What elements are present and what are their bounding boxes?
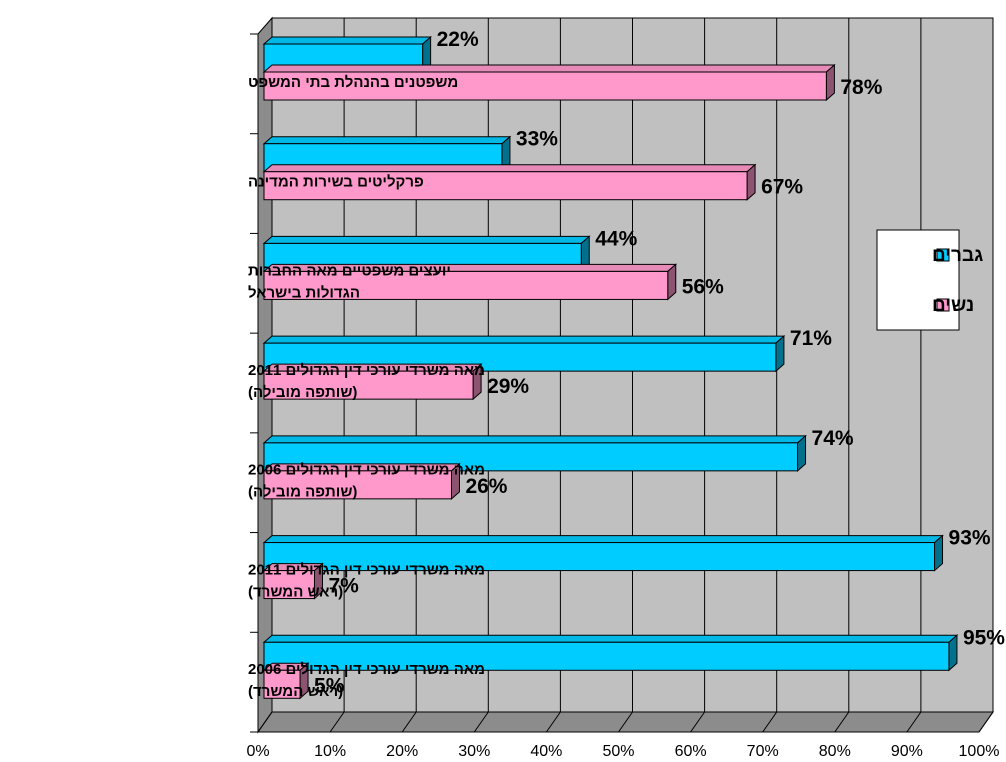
bar-women bbox=[262, 263, 678, 301]
data-label-women: 56% bbox=[682, 275, 724, 298]
floor-gridline bbox=[618, 711, 633, 733]
floor-gridline bbox=[473, 711, 489, 733]
bar-women bbox=[262, 662, 310, 700]
category-label: (שותפה מובילה) bbox=[248, 384, 357, 401]
bar-women bbox=[262, 163, 757, 201]
x-tick-label: 30% bbox=[458, 743, 490, 760]
legend-swatch bbox=[936, 248, 950, 262]
data-label-women: 7% bbox=[328, 575, 359, 598]
category-label: (ראש המשרד) bbox=[248, 683, 343, 700]
category-label: יועצים משפטיים מאה החברות bbox=[248, 262, 451, 279]
x-tick-label: 70% bbox=[747, 743, 779, 760]
bar-top-face bbox=[262, 136, 512, 145]
category-label: משפטנים בהנהלת בתי המשפט bbox=[248, 74, 458, 91]
bar-top-face bbox=[262, 335, 786, 344]
legend-swatch bbox=[936, 298, 950, 312]
category-label: מאה משרדי עורכי דין הגדולים 2011 bbox=[248, 561, 485, 578]
floor-gridline bbox=[329, 711, 345, 733]
bar-women bbox=[262, 562, 324, 600]
bar-front-face bbox=[263, 171, 748, 201]
bar-front-face bbox=[263, 641, 950, 671]
bar-women bbox=[262, 363, 483, 401]
bar-front-face bbox=[263, 669, 301, 699]
bar-front-face bbox=[263, 470, 452, 500]
x-tick-label: 80% bbox=[819, 743, 851, 760]
bar-men bbox=[262, 534, 944, 572]
floor-gridline bbox=[690, 711, 706, 733]
category-label: מאה משרדי עורכי דין הגדולים 2006 bbox=[248, 462, 485, 479]
x-tick-label: 90% bbox=[891, 743, 923, 760]
x-tick-label: 40% bbox=[530, 743, 562, 760]
x-tick-label: 10% bbox=[314, 743, 346, 760]
x-tick-label: 0% bbox=[246, 743, 269, 760]
x-tick-label: 100% bbox=[959, 743, 1000, 760]
bar-front-face bbox=[263, 370, 474, 400]
data-label-men: 33% bbox=[516, 128, 558, 151]
floor-gridline bbox=[762, 711, 778, 733]
bar-women bbox=[262, 462, 461, 500]
data-label-men: 44% bbox=[595, 227, 637, 250]
bar-women bbox=[262, 63, 836, 102]
category-label: (ראש המשרד) bbox=[248, 583, 343, 600]
data-label-women: 29% bbox=[487, 375, 529, 398]
category-label: הגדולות בישראל bbox=[248, 284, 360, 301]
bar-top-face bbox=[262, 435, 807, 444]
data-label-women: 78% bbox=[840, 76, 882, 99]
legend-label: גברים bbox=[932, 245, 983, 266]
x-tick-label: 20% bbox=[386, 743, 418, 760]
bar-men bbox=[262, 634, 959, 672]
bar-top-face bbox=[262, 164, 757, 173]
data-label-men: 71% bbox=[790, 327, 832, 350]
x-tick-label: 60% bbox=[675, 743, 707, 760]
category-label: מאה משרדי עורכי דין הגדולים 2006 bbox=[248, 661, 485, 678]
floor-gridline bbox=[906, 711, 922, 733]
x-tick-label: 50% bbox=[602, 743, 634, 760]
bar-front-face bbox=[263, 570, 315, 600]
bar-front-face bbox=[263, 270, 669, 300]
bar-top-face bbox=[262, 64, 836, 73]
floor-gridline bbox=[978, 711, 994, 733]
floor-gridline bbox=[401, 711, 417, 733]
category-label: פרקליטים בשירות המדינה bbox=[248, 174, 424, 191]
data-label-men: 74% bbox=[812, 427, 854, 450]
bar-top-face bbox=[262, 36, 432, 45]
category-label: מאה משרדי עורכי דין הגדולים 2011 bbox=[248, 362, 485, 379]
bar-top-face bbox=[262, 634, 959, 643]
data-label-men: 95% bbox=[963, 626, 1005, 649]
legend-box bbox=[876, 229, 960, 331]
legend-label: נשים bbox=[932, 295, 974, 316]
floor-gridline bbox=[834, 711, 850, 733]
bar-top-face bbox=[262, 535, 944, 544]
floor-gridline bbox=[257, 711, 273, 733]
category-label: (שותפה מובילה) bbox=[248, 484, 357, 501]
data-label-men: 93% bbox=[949, 527, 991, 550]
data-label-women: 5% bbox=[314, 674, 345, 697]
bar-top-face bbox=[262, 235, 591, 244]
data-label-women: 26% bbox=[465, 475, 507, 498]
floor-gridline bbox=[545, 711, 561, 733]
bar-front-face bbox=[263, 71, 827, 101]
data-label-women: 67% bbox=[761, 176, 803, 199]
bar-front-face bbox=[263, 542, 936, 572]
data-label-men: 22% bbox=[437, 28, 479, 51]
